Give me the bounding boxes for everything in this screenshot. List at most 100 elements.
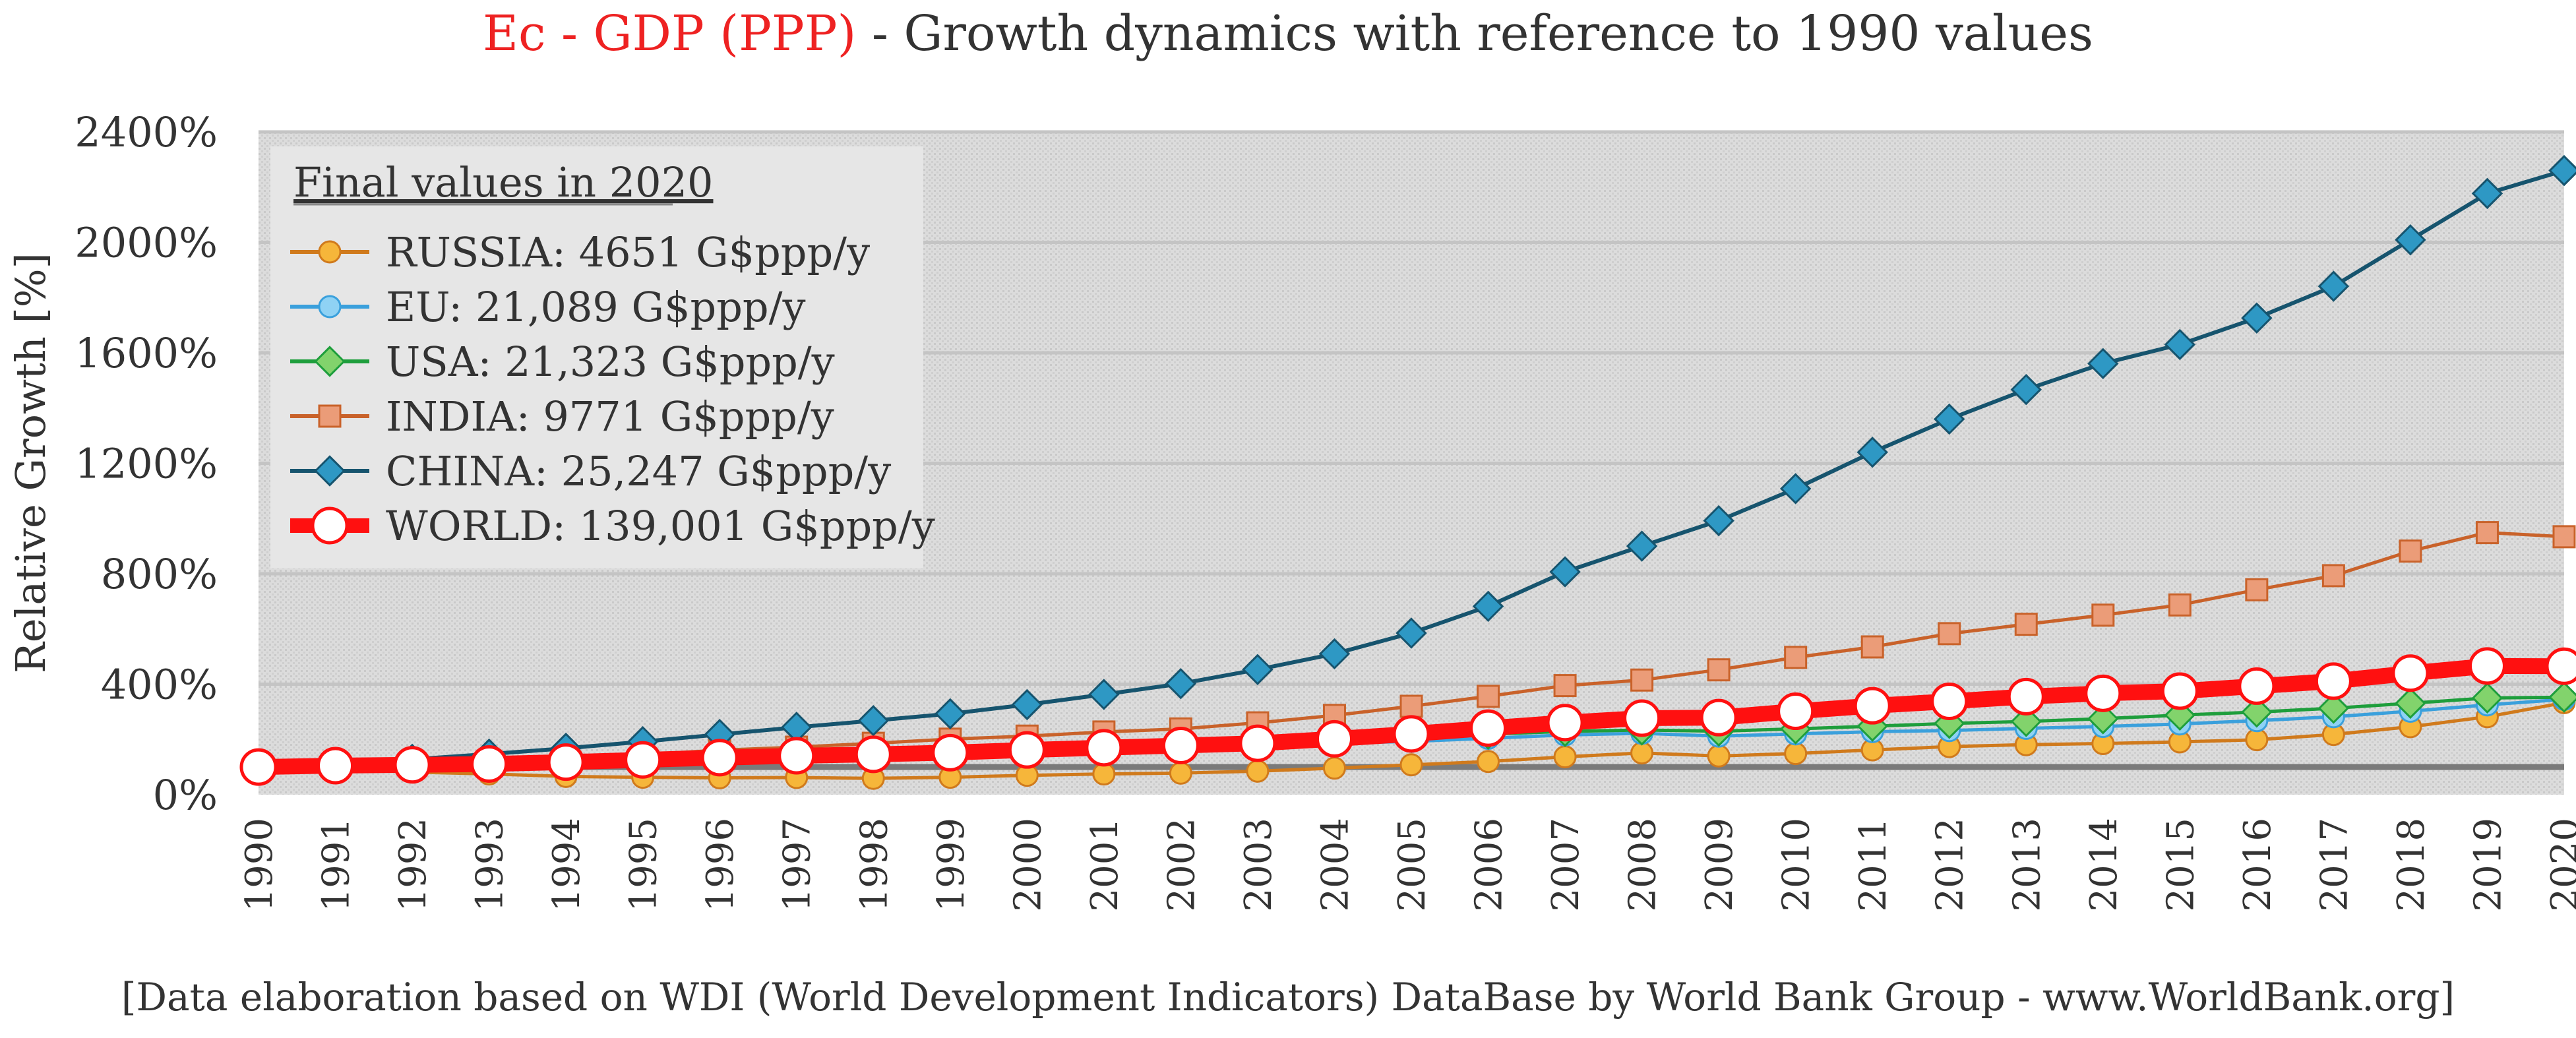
data-point	[1165, 667, 1197, 700]
data-point	[1169, 761, 1192, 785]
x-tick-label: 2002	[1160, 818, 1203, 912]
data-point	[1546, 704, 1584, 742]
x-tick-label: 2017	[2313, 818, 2356, 912]
data-point	[778, 737, 816, 775]
legend-title: Final values in 2020	[293, 158, 714, 206]
legend-label: EU: 21,089 G$ppp/y	[386, 283, 806, 331]
data-point	[1395, 617, 1427, 649]
data-point	[2314, 662, 2352, 700]
legend: Final values in 2020 RUSSIA: 4651 G$ppp/…	[270, 146, 935, 568]
x-tick-label: 1999	[930, 818, 973, 912]
data-point	[1092, 762, 1116, 786]
legend-label: USA: 21,323 G$ppp/y	[386, 338, 835, 386]
data-point	[857, 705, 889, 737]
x-tick-label: 2019	[2467, 818, 2509, 912]
data-point	[2014, 613, 2038, 636]
x-tick-label: 1991	[315, 818, 358, 912]
legend-marker	[314, 455, 346, 487]
legend-box	[270, 146, 923, 568]
legend-marker	[318, 295, 342, 319]
x-tick-label: 2012	[1929, 818, 1972, 912]
data-point	[1011, 688, 1043, 721]
legend-marker	[318, 404, 342, 428]
data-point	[2087, 348, 2119, 380]
data-point	[1779, 473, 1812, 504]
data-point	[1477, 750, 1500, 774]
data-point	[2087, 703, 2119, 735]
data-point	[1630, 668, 1654, 692]
data-point	[1777, 692, 1815, 731]
data-point	[1315, 719, 1353, 758]
data-point	[931, 733, 969, 772]
source-footnote: [Data elaboration based on WDI (World De…	[121, 975, 2455, 1020]
data-point	[2395, 224, 2426, 256]
x-tick-label: 2020	[2544, 818, 2576, 912]
data-point	[2245, 578, 2269, 601]
data-point	[1703, 504, 1734, 537]
data-point	[1318, 638, 1351, 670]
data-point	[1860, 635, 1884, 659]
data-point	[1399, 753, 1423, 777]
data-point	[2091, 603, 2115, 627]
data-point	[2010, 706, 2042, 737]
data-point	[2238, 667, 2276, 705]
data-point	[1553, 745, 1577, 769]
data-point	[2164, 328, 2196, 361]
x-tick-label: 1994	[545, 818, 588, 912]
y-tick-label: 2400%	[75, 108, 218, 156]
x-tick-label: 2010	[1775, 818, 1818, 912]
data-point	[2548, 681, 2576, 713]
x-tick-label: 2009	[1698, 818, 1741, 912]
x-tick-label: 2004	[1314, 818, 1357, 912]
legend-label: INDIA: 9771 G$ppp/y	[386, 392, 834, 441]
data-point	[470, 745, 508, 783]
data-point	[547, 743, 585, 781]
chart-title-accent: Ec - GDP (PPP)	[482, 5, 857, 62]
data-point	[2552, 525, 2576, 549]
data-point	[2395, 687, 2426, 719]
data-point	[1392, 715, 1430, 753]
data-point	[624, 741, 662, 779]
data-point	[1477, 685, 1500, 708]
data-point	[1626, 530, 1658, 562]
series-layer	[239, 154, 2576, 790]
data-point	[2475, 521, 2499, 545]
data-point	[1008, 731, 1046, 769]
x-tick-label: 2005	[1391, 818, 1434, 912]
data-point	[2010, 373, 2042, 406]
x-tick-label: 1998	[853, 818, 896, 912]
data-point	[1853, 687, 1891, 725]
data-point	[1623, 699, 1661, 737]
x-tick-label: 2003	[1237, 818, 1280, 912]
data-point	[1085, 729, 1123, 767]
x-tick-label: 2001	[1084, 818, 1126, 912]
legend-marker	[314, 346, 346, 377]
data-point	[1239, 724, 1277, 762]
data-point	[2548, 154, 2576, 187]
x-tick-label: 2006	[1468, 818, 1511, 912]
data-point	[1784, 742, 1808, 766]
data-point	[1856, 437, 1888, 468]
data-point	[2241, 302, 2273, 334]
chart-title-rest: - Growth dynamics with reference to 1990…	[856, 5, 2093, 62]
data-point	[1161, 726, 1200, 764]
data-point	[2084, 674, 2122, 712]
data-point	[1549, 556, 1581, 588]
legend-label: RUSSIA: 4651 G$ppp/y	[386, 228, 870, 276]
data-point	[2321, 564, 2345, 588]
series-world	[239, 647, 2576, 786]
data-point	[1246, 759, 1270, 783]
y-tick-label: 1200%	[75, 440, 218, 488]
data-point	[2317, 692, 2350, 724]
x-tick-label: 2013	[2006, 818, 2048, 912]
legend-label: WORLD: 139,001 G$ppp/y	[386, 502, 935, 550]
data-point	[2168, 593, 2192, 617]
data-point	[1707, 658, 1731, 682]
data-point	[2471, 177, 2503, 210]
data-point	[1553, 674, 1577, 698]
x-tick-label: 1997	[776, 818, 819, 912]
x-tick-label: 2014	[2083, 818, 2126, 912]
data-point	[393, 746, 431, 784]
data-point	[2245, 728, 2269, 752]
x-tick-label: 1993	[469, 818, 512, 912]
